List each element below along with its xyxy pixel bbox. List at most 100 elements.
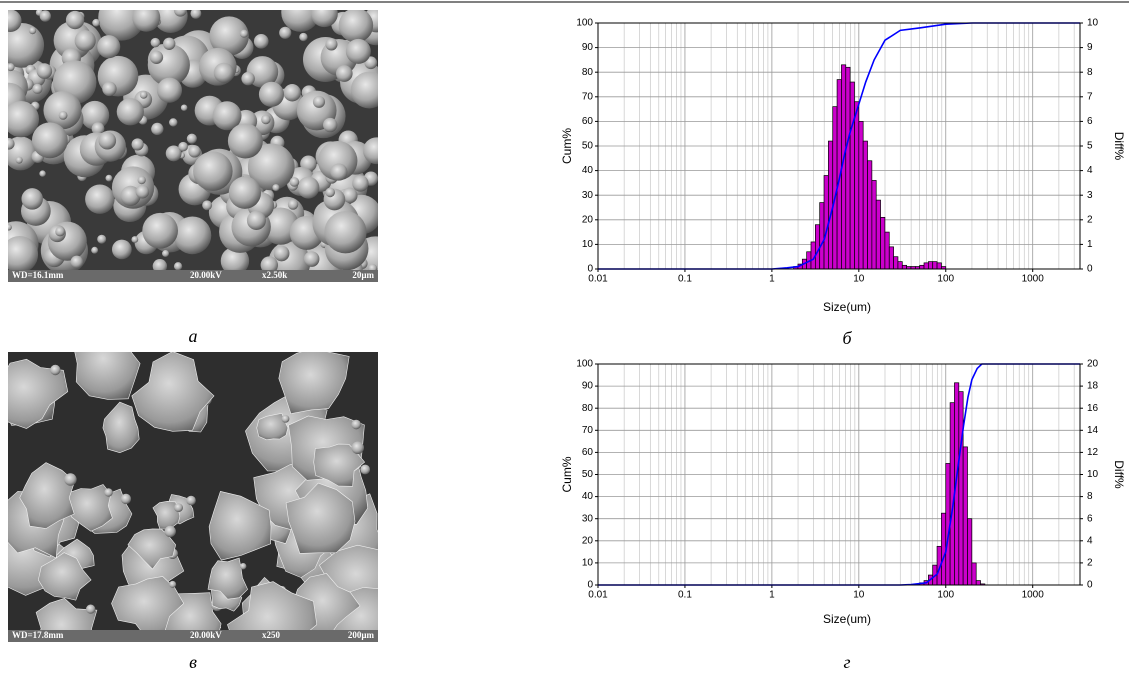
histogram-bar xyxy=(958,391,964,586)
panel-label: б xyxy=(842,328,852,348)
particle xyxy=(178,141,188,152)
y2-tick-label: 6 xyxy=(1087,513,1093,524)
x-tick-label: 1 xyxy=(769,590,775,601)
particle xyxy=(174,503,183,513)
particle xyxy=(273,245,290,262)
y-tick-label: 90 xyxy=(582,42,594,53)
particle xyxy=(102,401,140,454)
particle xyxy=(330,163,348,181)
histogram-bar xyxy=(923,262,929,270)
particle xyxy=(299,32,308,42)
particle xyxy=(239,563,247,570)
particle xyxy=(261,114,271,125)
particle xyxy=(281,414,290,423)
y-tick-label: 10 xyxy=(582,558,594,569)
y2-tick-label: 0 xyxy=(1087,580,1093,591)
particle xyxy=(120,493,132,505)
particle xyxy=(8,137,15,150)
plot-frame xyxy=(597,363,1081,586)
particle xyxy=(303,251,320,267)
y2-tick-label: 10 xyxy=(1087,469,1099,480)
particle xyxy=(102,81,117,97)
particle xyxy=(85,184,115,214)
particle xyxy=(289,177,300,187)
cumulative-line xyxy=(598,363,1080,586)
particle xyxy=(169,580,177,588)
particle xyxy=(50,364,61,376)
histogram-bar xyxy=(880,216,886,270)
particle xyxy=(8,10,22,33)
y2-tick-label: 2 xyxy=(1087,214,1093,225)
particle xyxy=(173,10,187,17)
sem-info: 20µm xyxy=(352,270,374,280)
particle xyxy=(152,500,181,530)
particle xyxy=(281,10,320,32)
y2-tick-label: 12 xyxy=(1087,447,1099,458)
particle xyxy=(227,581,318,630)
particle xyxy=(150,37,161,48)
y-axis-label: Cum% xyxy=(560,456,574,492)
histogram-bar xyxy=(967,518,973,586)
particle xyxy=(213,62,234,83)
particle xyxy=(137,176,146,185)
particle xyxy=(173,262,183,270)
particle xyxy=(188,145,201,158)
particle xyxy=(253,34,269,49)
particle xyxy=(86,604,96,614)
particle xyxy=(212,101,242,131)
y2-tick-label: 4 xyxy=(1087,165,1093,176)
particle xyxy=(335,65,353,82)
particle xyxy=(111,576,185,630)
particle xyxy=(162,250,170,258)
y2-tick-label: 6 xyxy=(1087,116,1093,127)
x-tick-label: 100 xyxy=(937,590,954,601)
particle xyxy=(227,123,263,159)
y-tick-label: 0 xyxy=(587,264,593,275)
histogram-bar xyxy=(919,264,925,270)
y2-tick-label: 1 xyxy=(1087,239,1093,250)
x-tick-label: 0.1 xyxy=(678,590,692,601)
y-tick-label: 60 xyxy=(582,116,594,127)
y-tick-label: 80 xyxy=(582,403,594,414)
particle xyxy=(228,176,262,209)
particle xyxy=(388,593,396,601)
particle xyxy=(142,212,178,249)
particle xyxy=(246,210,267,230)
histogram-bar xyxy=(928,261,934,270)
particle xyxy=(37,552,92,601)
histogram-bar xyxy=(888,246,894,270)
y-tick-label: 10 xyxy=(582,239,594,250)
y2-tick-label: 10 xyxy=(1087,18,1099,29)
particle xyxy=(313,443,366,487)
particle xyxy=(131,138,144,151)
particle xyxy=(91,122,105,136)
y2-tick-label: 14 xyxy=(1087,425,1099,436)
histogram-bar xyxy=(884,231,890,270)
y-tick-label: 100 xyxy=(576,359,593,370)
particle xyxy=(247,143,295,191)
particle xyxy=(287,199,299,210)
y-axis-label: Cum% xyxy=(560,128,574,164)
particle xyxy=(132,10,161,32)
particle xyxy=(65,10,85,30)
sem-info: 20.00kV xyxy=(190,270,222,280)
particle xyxy=(8,236,39,270)
particle xyxy=(297,176,320,199)
particle xyxy=(97,234,107,244)
histogram-bar xyxy=(849,81,855,270)
particle xyxy=(202,200,213,211)
y2-axis-label: Diff% xyxy=(1112,132,1126,161)
particle xyxy=(256,412,289,441)
particle xyxy=(190,10,202,19)
y-tick-label: 20 xyxy=(582,214,594,225)
particle xyxy=(70,255,84,269)
particle xyxy=(241,71,255,86)
panel-label: а xyxy=(189,326,198,346)
x-tick-label: 1 xyxy=(769,274,775,285)
particle xyxy=(209,16,249,56)
particle xyxy=(351,419,361,430)
particle xyxy=(39,170,46,177)
histogram-bar xyxy=(975,580,981,586)
y-tick-label: 40 xyxy=(582,165,594,176)
particle xyxy=(193,151,233,191)
